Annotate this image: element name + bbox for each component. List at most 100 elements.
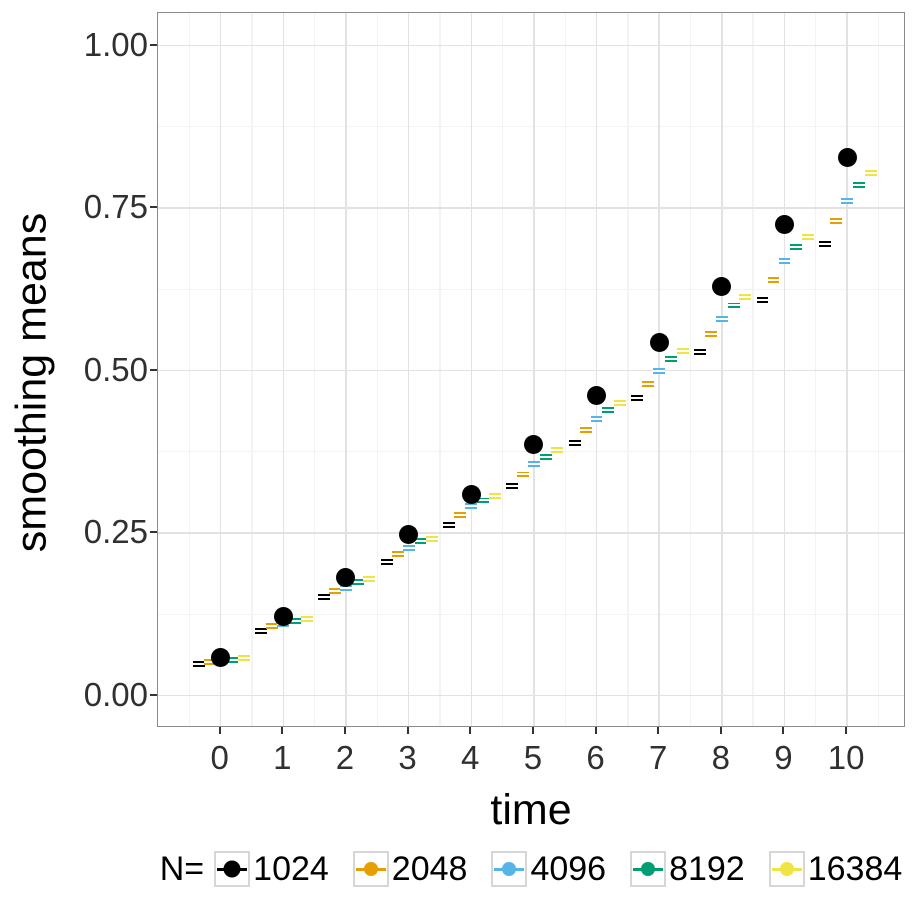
- crossbar-N8192: [477, 497, 490, 504]
- crossbar-N16384: [676, 348, 689, 354]
- gridline-major-vertical: [219, 13, 222, 726]
- crossbar-midline: [351, 580, 364, 583]
- x-axis-tick-label: 5: [523, 739, 543, 776]
- crossbar-N1024: [380, 559, 393, 566]
- crossbar-N8192: [853, 182, 865, 189]
- y-axis-tick: [150, 206, 157, 208]
- crossbar-midline: [756, 298, 769, 301]
- gridline-minor-vertical: [877, 13, 880, 726]
- crossbar-midline: [864, 171, 877, 174]
- y-axis-tick-label: 0.25: [83, 513, 148, 550]
- crossbar-midline: [676, 349, 689, 352]
- legend-key-8192: [630, 851, 667, 887]
- crossbar-midline: [329, 589, 341, 592]
- y-axis-title: smoothing means: [7, 212, 56, 553]
- crossbar-N4096: [715, 316, 728, 323]
- crossbar-N8192: [289, 617, 302, 624]
- crossbar-midline: [704, 333, 717, 336]
- crossbar-N16384: [238, 655, 251, 662]
- x-axis-tick: [531, 727, 534, 734]
- crossbar-midline: [579, 429, 592, 432]
- y-axis-tick: [150, 43, 157, 46]
- crossbar-N8192: [226, 656, 239, 663]
- crossbar-N8192: [790, 244, 803, 250]
- reference-dot: [399, 524, 419, 544]
- x-axis-tick-label: 1: [273, 739, 292, 776]
- gridline-minor-vertical: [501, 13, 504, 726]
- y-axis-tick: [150, 368, 157, 371]
- crossbar-midline: [506, 485, 518, 488]
- legend: N= 1024 2048 4096 8192 16384: [157, 846, 905, 892]
- gridline-major-vertical: [783, 13, 786, 726]
- legend-entry-2048: 2048: [352, 849, 468, 889]
- crossbar-midline: [266, 624, 279, 627]
- crossbar-N2048: [642, 381, 655, 388]
- legend-entry-8192: 8192: [630, 850, 745, 889]
- gridline-major-vertical: [721, 13, 723, 726]
- crossbar-midline: [778, 260, 791, 263]
- gridline-minor-vertical: [627, 13, 629, 726]
- crossbar-N4096: [339, 585, 352, 592]
- crossbar-midline: [488, 494, 501, 497]
- crossbar-N2048: [454, 511, 467, 518]
- x-axis-tick-label: 2: [335, 739, 355, 776]
- crossbar-N4096: [653, 368, 666, 375]
- x-axis-tick-label: 0: [210, 739, 229, 776]
- crossbar-midline: [414, 540, 427, 543]
- reference-dot: [712, 276, 732, 296]
- crossbar-midline: [477, 499, 490, 502]
- legend-key-dot-icon: [223, 860, 241, 878]
- crossbar-N1024: [192, 661, 205, 668]
- crossbar-midline: [739, 296, 752, 299]
- crossbar-N2048: [203, 658, 216, 665]
- crossbar-N2048: [830, 218, 843, 224]
- legend-label: 2048: [391, 849, 468, 888]
- plot-panel: [157, 12, 905, 727]
- crossbar-midline: [454, 513, 467, 516]
- reference-dot: [336, 567, 356, 587]
- x-axis-tick-label: 6: [586, 739, 605, 776]
- gridline-minor-vertical: [313, 13, 316, 726]
- crossbar-midline: [516, 473, 529, 476]
- crossbar-N8192: [351, 578, 364, 585]
- gridline-major-vertical: [595, 13, 598, 726]
- crossbar-midline: [318, 595, 330, 598]
- crossbar-midline: [300, 618, 313, 621]
- x-axis-tick-label: 9: [774, 739, 793, 776]
- x-axis-tick-label: 7: [648, 739, 668, 776]
- crossbar-N1024: [819, 240, 832, 247]
- gridline-minor-vertical: [251, 13, 253, 726]
- crossbar-midline: [192, 663, 205, 666]
- crossbar-midline: [289, 619, 302, 622]
- crossbar-N8192: [539, 453, 552, 460]
- x-axis-tick-label: 4: [461, 739, 480, 776]
- crossbar-N1024: [255, 628, 268, 635]
- legend-key-dot-icon: [502, 862, 517, 876]
- crossbar-N4096: [590, 416, 603, 423]
- crossbar-N2048: [266, 622, 279, 629]
- y-axis-tick: [150, 693, 157, 696]
- legend-label: 8192: [669, 849, 745, 888]
- gridline-minor-vertical: [376, 13, 378, 726]
- x-axis-tick-label: 10: [827, 739, 865, 776]
- crossbar-N16384: [864, 169, 877, 176]
- gridline-minor-vertical: [752, 13, 754, 726]
- legend-key-dot-icon: [641, 862, 656, 876]
- crossbar-midline: [790, 245, 803, 248]
- crossbar-N4096: [778, 258, 791, 265]
- x-axis-tick: [218, 727, 221, 734]
- x-axis-tick: [343, 727, 346, 734]
- crossbar-midline: [830, 219, 843, 222]
- crossbar-N4096: [527, 461, 540, 468]
- crossbar-N1024: [506, 483, 518, 490]
- crossbar-N16384: [488, 492, 501, 499]
- x-axis-tick: [594, 727, 597, 734]
- y-axis-tick-label: 0.00: [83, 675, 148, 713]
- gridline-major-vertical: [533, 13, 535, 726]
- crossbar-N4096: [841, 197, 854, 204]
- crossbar-midline: [853, 184, 865, 187]
- reference-dot: [837, 148, 857, 168]
- crossbar-N16384: [614, 400, 626, 406]
- crossbar-midline: [226, 658, 239, 661]
